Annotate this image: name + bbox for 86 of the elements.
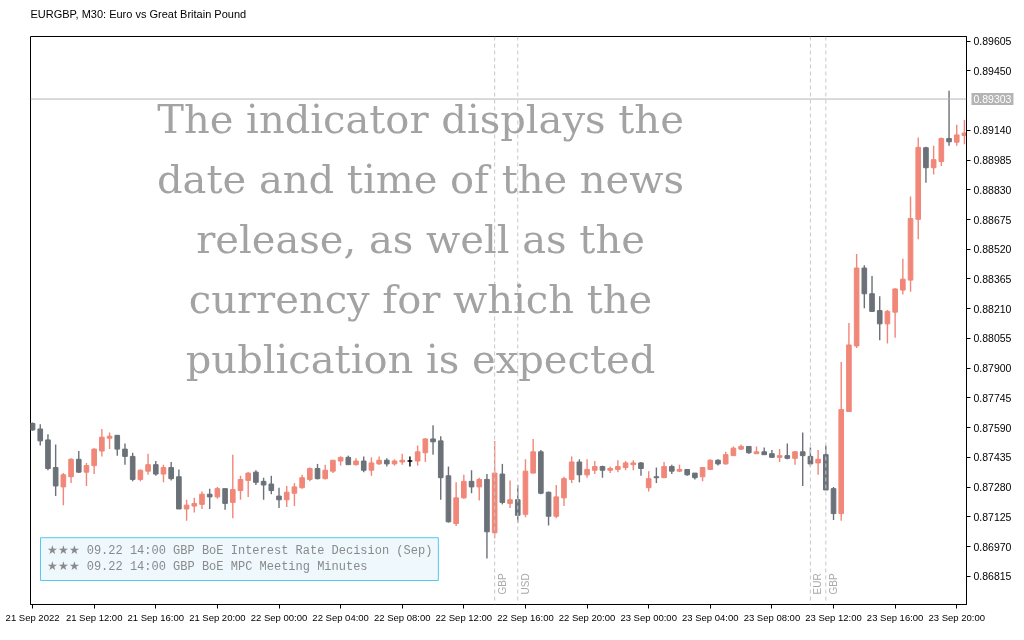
- ref-line-label: GBP: [496, 573, 508, 595]
- y-tick-label: 0.89450: [973, 64, 1012, 77]
- x-tick-label: 23 Sep 20:00: [928, 611, 986, 623]
- candlestick: [869, 275, 875, 313]
- candlestick: [476, 477, 483, 502]
- y-tick-label: 0.88055: [973, 332, 1012, 345]
- candlestick: [60, 472, 67, 506]
- annotation: The indicator displays the date and time of the news release, as well as the currency for which the publication is expected: [157, 95, 685, 382]
- x-tick-label: 22 Sep 20:00: [558, 611, 616, 623]
- candlestick: [568, 455, 575, 484]
- candlestick: [645, 470, 652, 493]
- candlestick: [276, 486, 282, 509]
- y-tick-label: 0.87745: [973, 391, 1012, 404]
- ref-line-label: 0.89303: [973, 93, 1012, 106]
- candlestick: [507, 479, 513, 509]
- ref-line-label: GBP: [827, 573, 839, 595]
- annotation: ★★★ 09.22 14:00 GBP BoE MPC Meeting Minutes: [46, 560, 368, 575]
- y-tick-label: 0.88520: [973, 243, 1012, 256]
- x-tick-label: 22 Sep 08:00: [373, 611, 431, 623]
- candlestick: [245, 471, 252, 498]
- x-tick-label: 23 Sep 12:00: [805, 611, 862, 623]
- candlestick: [553, 484, 560, 519]
- y-tick-label: 0.88985: [973, 154, 1012, 167]
- x-tick-label: 22 Sep 00:00: [250, 611, 308, 623]
- candlestick: [900, 257, 906, 296]
- y-tick-label: 0.87435: [973, 451, 1012, 464]
- candlestick: [876, 295, 883, 342]
- y-tick-label: 0.87125: [973, 510, 1012, 523]
- y-tick-label: 0.89605: [973, 35, 1012, 48]
- candlestick: [114, 434, 121, 457]
- annotation: ★★★ 09.22 14:00 GBP BoE Interest Rate Decision (Sep): [46, 543, 433, 558]
- y-tick-label: 0.86970: [973, 540, 1012, 553]
- candlestick: [83, 462, 90, 487]
- candlestick: [206, 487, 213, 510]
- y-tick-label: 0.88675: [973, 213, 1012, 226]
- candlestick: [145, 453, 151, 476]
- candlestick: [892, 287, 898, 339]
- ref-line-label: EUR: [812, 573, 824, 595]
- y-tick-label: 0.88210: [973, 302, 1012, 315]
- candlestick: [615, 459, 621, 473]
- candlestick: [129, 452, 136, 483]
- x-tick-label: 23 Sep 16:00: [866, 611, 924, 623]
- x-tick-label: 21 Sep 2022: [5, 611, 60, 623]
- candlestick: [461, 474, 467, 500]
- x-tick-label: 23 Sep 08:00: [743, 611, 801, 623]
- y-tick-label: 0.89140: [973, 124, 1012, 137]
- candlestick: [52, 443, 59, 497]
- candlestick: [122, 442, 128, 466]
- candlestick: [884, 309, 891, 345]
- chart-title: EURGBP, M30: Euro vs Great Britain Pound: [30, 7, 247, 20]
- y-tick-label: 0.86815: [973, 570, 1012, 583]
- candlestick: [545, 490, 552, 527]
- y-tick-label: 0.87900: [973, 362, 1012, 375]
- candlestick: [584, 458, 590, 479]
- candlestick: [237, 475, 244, 501]
- candlestick: [961, 119, 967, 146]
- candlestick: [68, 457, 74, 484]
- candlestick: [946, 90, 952, 147]
- y-tick-label: 0.87280: [973, 481, 1012, 494]
- candlestick: [815, 449, 821, 476]
- y-tick-label: 0.88830: [973, 183, 1012, 196]
- candlestick: [229, 453, 236, 519]
- candlestick: [923, 146, 929, 184]
- x-tick-label: 21 Sep 20:00: [189, 611, 246, 623]
- candlestick: [530, 438, 536, 474]
- candlestick: [799, 431, 806, 487]
- candlestick: [576, 458, 583, 484]
- candlestick: [468, 469, 475, 494]
- x-tick-label: 21 Sep 16:00: [127, 611, 185, 623]
- x-tick-label: 23 Sep 00:00: [620, 611, 677, 623]
- candlestick: [561, 476, 567, 507]
- candlestick: [168, 461, 174, 482]
- x-tick-label: 22 Sep 16:00: [497, 611, 554, 623]
- x-tick-label: 21 Sep 12:00: [65, 611, 123, 623]
- candlestick: [953, 124, 960, 147]
- candlestick: [368, 456, 375, 477]
- y-tick-label: 0.88365: [973, 272, 1012, 285]
- ref-line-label: USD: [519, 573, 531, 595]
- x-tick-label: 22 Sep 12:00: [435, 611, 493, 623]
- candlestick: [430, 424, 436, 456]
- candlestick: [91, 447, 97, 475]
- x-tick-label: 23 Sep 04:00: [682, 611, 739, 623]
- y-tick-label: 0.87590: [973, 421, 1012, 434]
- candlestick: [99, 428, 105, 458]
- x-tick-label: 22 Sep 04:00: [312, 611, 369, 623]
- candlestick: [222, 487, 228, 511]
